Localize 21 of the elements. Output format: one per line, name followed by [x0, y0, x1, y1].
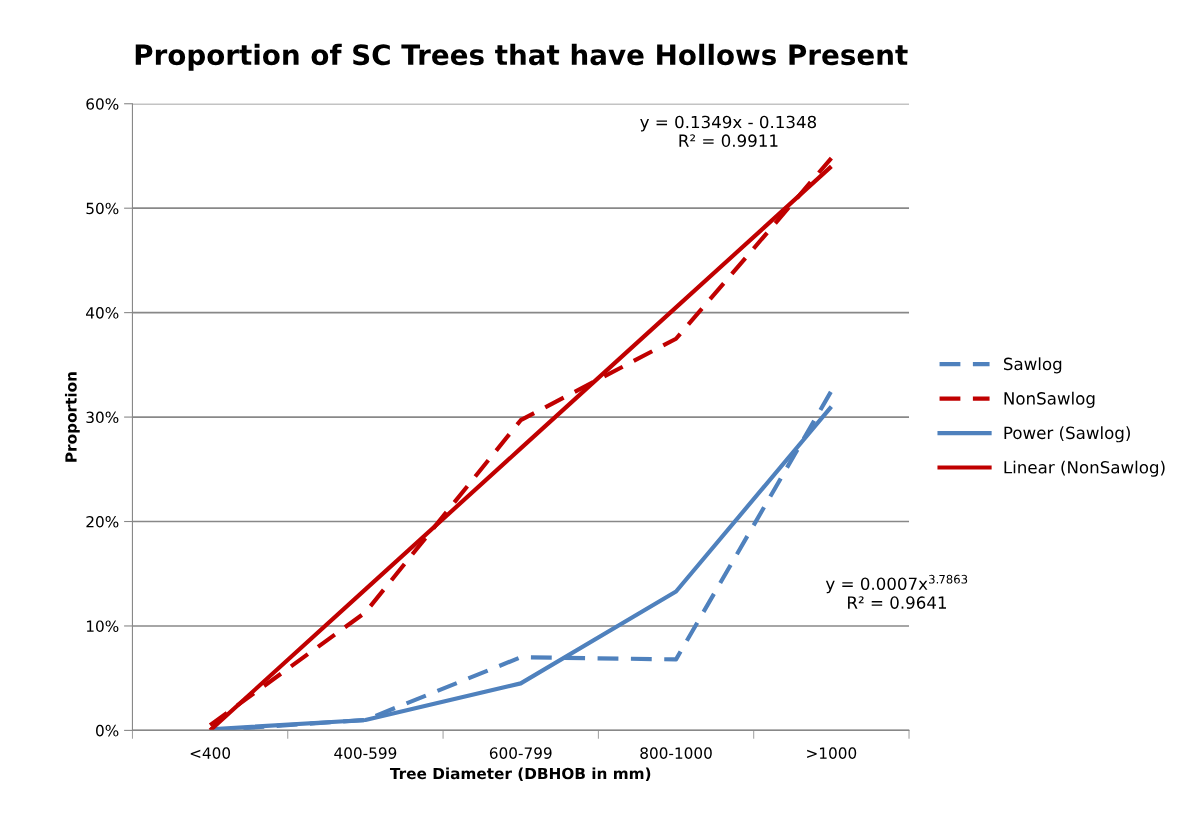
x-tick-label: 800-1000 — [640, 747, 712, 759]
y-tick-label: 20% — [86, 515, 119, 528]
legend-label: Sawlog — [1003, 357, 1062, 374]
y-tick-label: 10% — [86, 620, 119, 632]
annotation: y = 0.0007x$^{3.7863}$ R² = 0.9641 — [825, 574, 968, 609]
legend-label: Linear (NonSawlog) — [1004, 460, 1165, 477]
legend-label: Power (Sawlog) — [1004, 426, 1130, 443]
x-tick-label: >1000 — [807, 747, 857, 759]
y-tick-label: 30% — [86, 411, 119, 424]
y-tick-label: 50% — [86, 202, 119, 215]
x-axis-title: Tree Diameter (DBHOB in mm) — [389, 767, 651, 782]
y-axis-title: Proportion — [64, 372, 80, 462]
legend-label: NonSawlog — [1004, 391, 1095, 408]
chart-title: Proportion of SC Trees that have Hollows Present — [135, 43, 908, 71]
x-tick-label: <400 — [190, 747, 231, 759]
y-tick-label: 60% — [86, 98, 119, 110]
x-tick-label: 400-599 — [334, 747, 397, 759]
y-tick-label: 40% — [86, 307, 119, 319]
annotation: y = 0.1349x - 0.1348 R² = 0.9911 — [640, 115, 817, 147]
x-tick-label: 600-799 — [489, 747, 552, 759]
y-tick-label: 0% — [96, 724, 119, 737]
